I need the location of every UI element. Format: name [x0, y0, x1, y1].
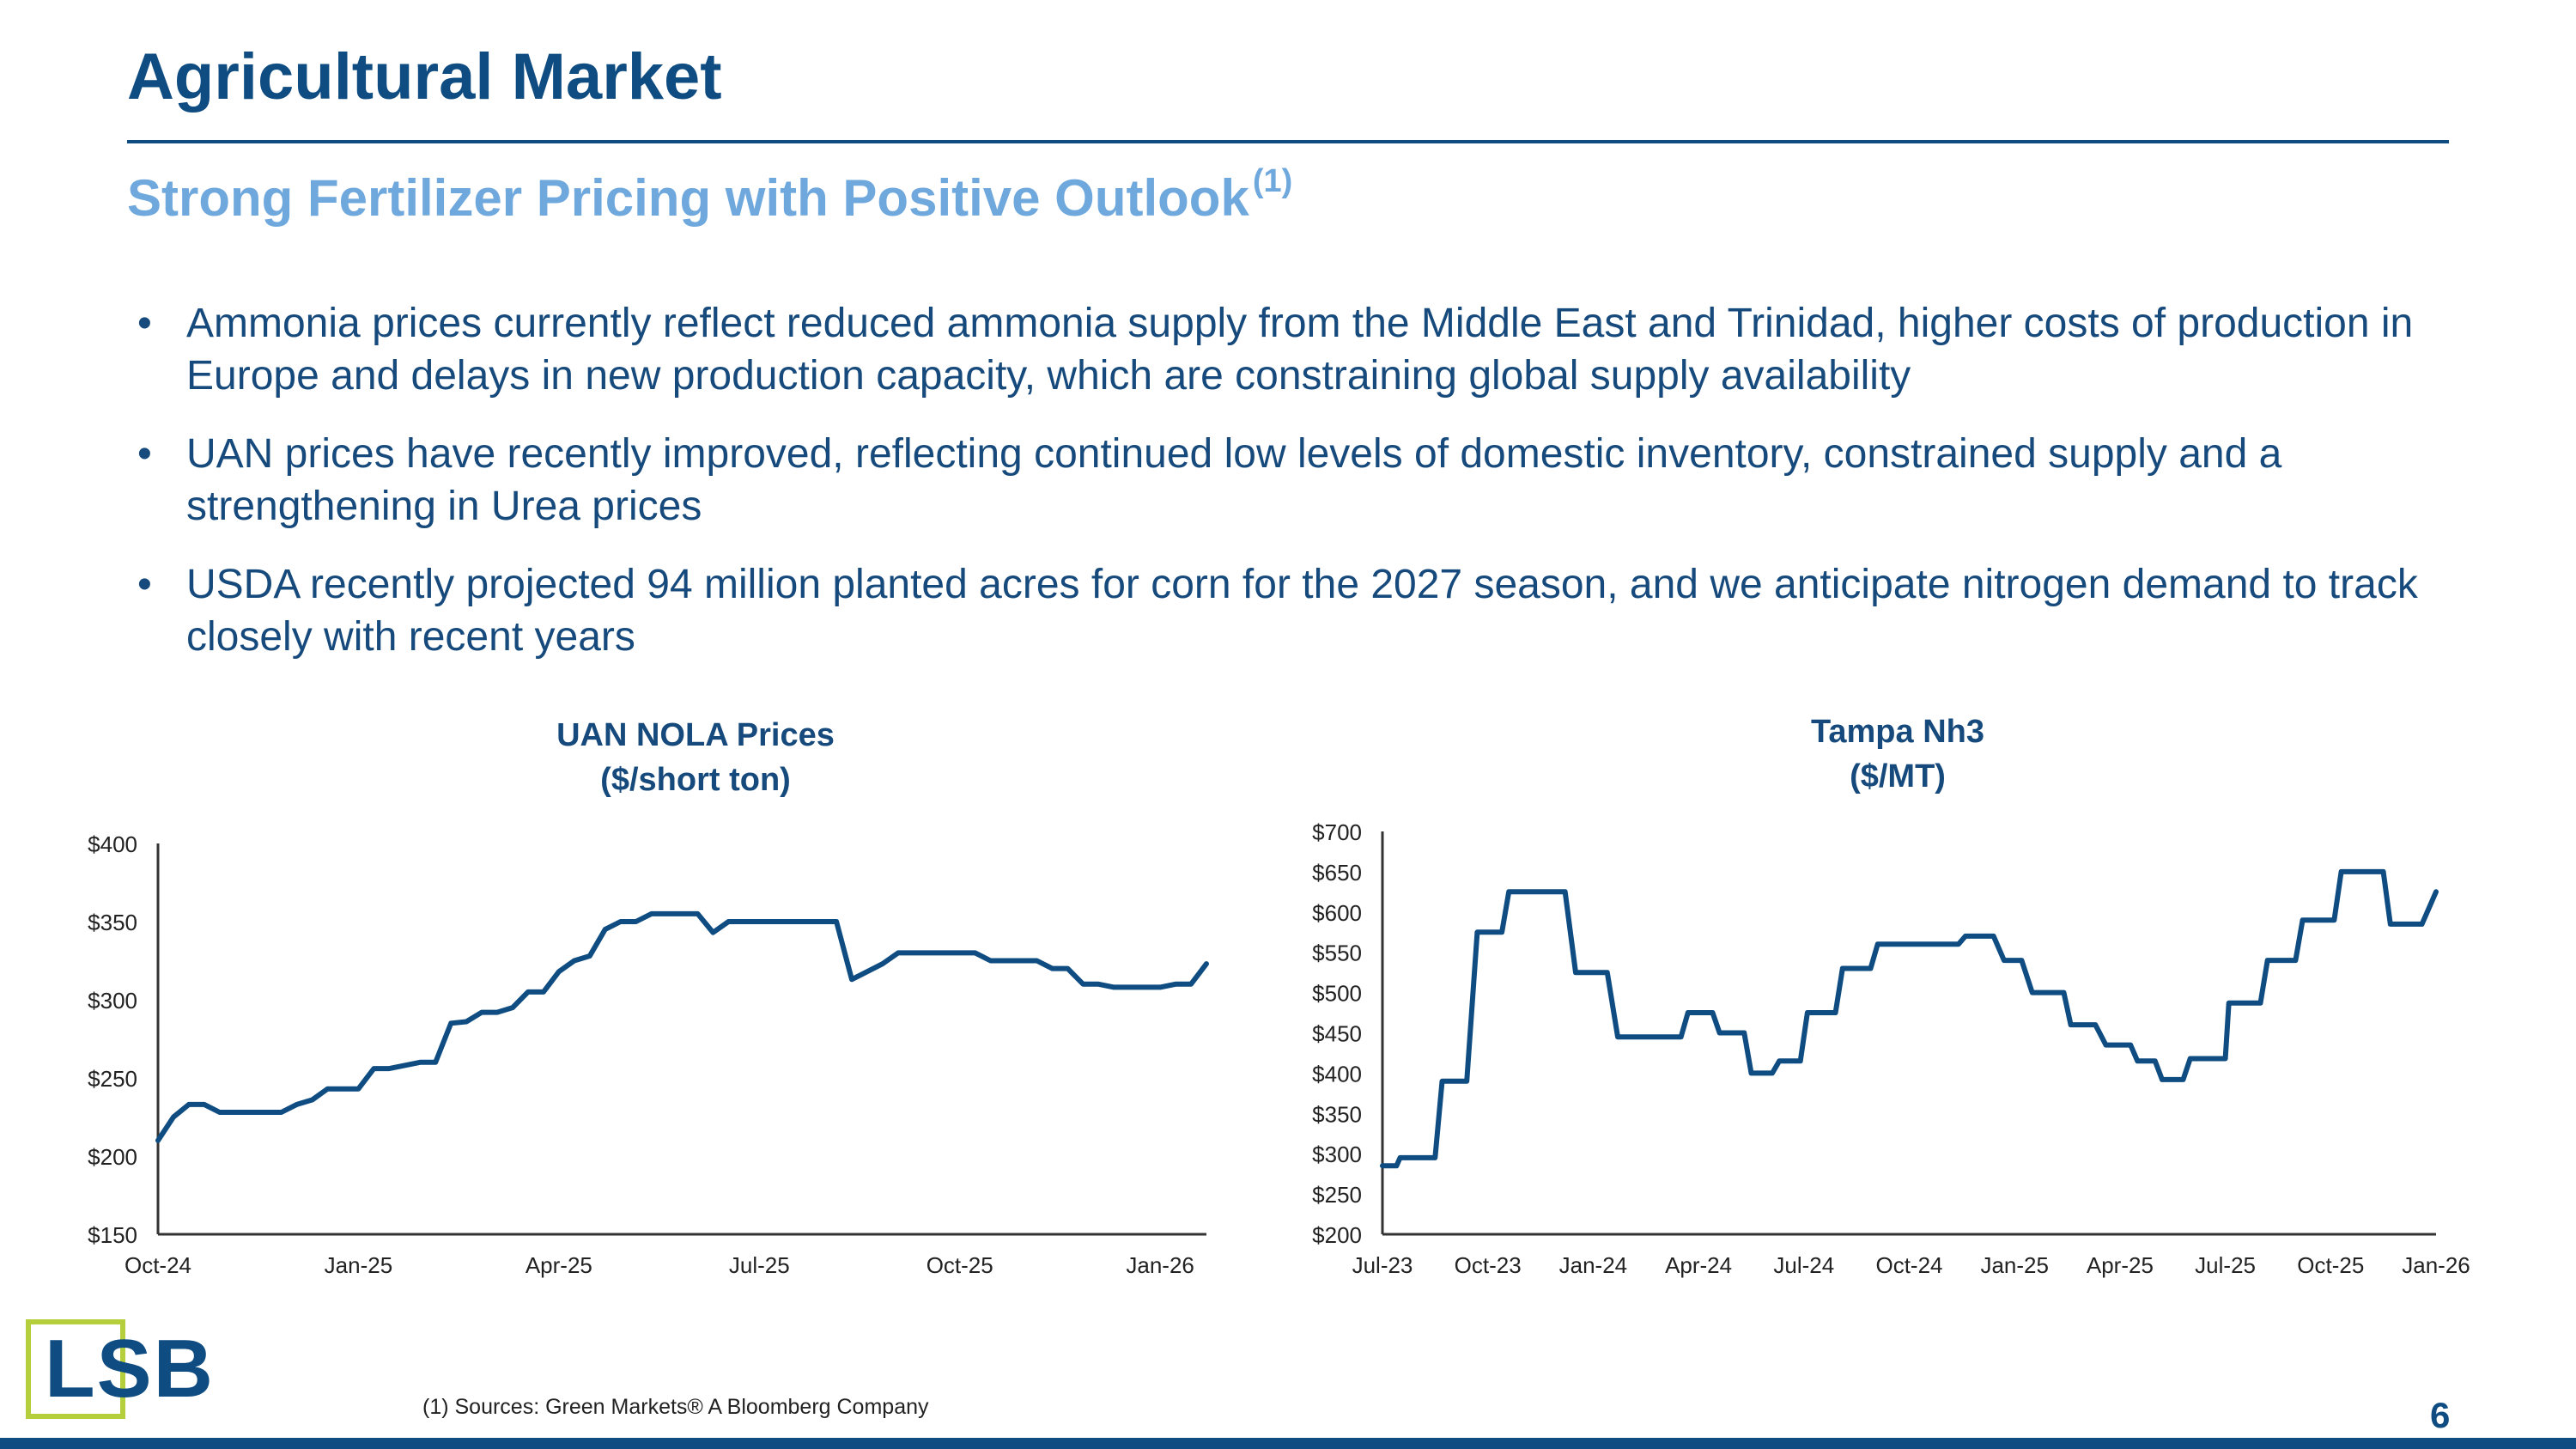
tampa-x-tick-label: Jan-26: [2402, 1252, 2470, 1278]
subtitle-footnote-marker: (1): [1252, 163, 1293, 199]
uan-x-tick-label: Jan-25: [325, 1252, 393, 1278]
uan-y-tick-label: $150: [88, 1222, 137, 1248]
tampa-y-tick-label: $450: [1312, 1021, 1362, 1047]
tampa-chart-title: Tampa Nh3 ($/MT): [1640, 709, 2155, 799]
uan-x-tick-label: Oct-25: [927, 1252, 993, 1278]
tampa-x-tick-label: Oct-25: [2297, 1252, 2364, 1278]
tampa-y-tick-label: $400: [1312, 1061, 1362, 1087]
tampa-x-tick-label: Oct-23: [1455, 1252, 1522, 1278]
tampa-chart-title-line1: Tampa Nh3: [1810, 714, 1984, 750]
tampa-x-tick-label: Jan-25: [1980, 1252, 2049, 1278]
bullet-item: UAN prices have recently improved, refle…: [137, 428, 2456, 533]
uan-series-line: [155, 910, 1209, 1143]
page-number: 6: [2430, 1395, 2451, 1435]
tampa-y-tick-label: $350: [1312, 1101, 1362, 1127]
uan-nola-chart: $150 $200 $250 $300 $350 $400 Oct-24 Jan-25 Apr-…: [88, 831, 1209, 1278]
tampa-y-tick-label: $550: [1312, 941, 1362, 966]
page-subtitle: Strong Fertilizer Pricing with Positive …: [127, 163, 1292, 228]
company-logo: LSB: [45, 1323, 215, 1415]
uan-chart-title-line2: ($/short ton): [600, 762, 791, 798]
tampa-x-tick-label: Oct-24: [1875, 1252, 1942, 1278]
tampa-x-tick-label: Jul-24: [1773, 1252, 1834, 1278]
tampa-x-tick-label: Jul-23: [1352, 1252, 1413, 1278]
uan-y-tick-label: $350: [88, 910, 137, 935]
bullet-item: USDA recently projected 94 million plant…: [137, 558, 2456, 663]
logo-frame: [26, 1319, 125, 1419]
uan-x-tick-label: Jan-26: [1126, 1252, 1194, 1278]
footer-bar: [0, 1438, 2576, 1449]
title-rule: [127, 140, 2449, 143]
uan-y-tick-label: $200: [88, 1144, 137, 1170]
tampa-y-tick-label: $500: [1312, 981, 1362, 1007]
sources-footnote: (1) Sources: Green Markets® A Bloomberg …: [422, 1395, 929, 1419]
tampa-y-tick-label: $600: [1312, 900, 1362, 926]
uan-y-tick-label: $400: [88, 831, 137, 857]
uan-chart-title-line1: UAN NOLA Prices: [556, 717, 835, 753]
tampa-y-tick-label: $250: [1312, 1182, 1362, 1208]
tampa-x-tick-label: Apr-24: [1665, 1252, 1732, 1278]
tampa-chart-title-line2: ($/MT): [1850, 758, 1946, 795]
subtitle-text: Strong Fertilizer Pricing with Positive …: [127, 169, 1249, 227]
tampa-nh3-chart: $200 $250 $300 $350 $400 $450 $500 $550 $600 $650…: [1312, 819, 2470, 1278]
tampa-x-tick-label: Apr-25: [2087, 1252, 2154, 1278]
uan-y-tick-label: $250: [88, 1066, 137, 1092]
bullet-list: Ammonia prices currently reflect reduced…: [137, 297, 2456, 689]
tampa-x-tick-label: Jan-24: [1559, 1252, 1628, 1278]
uan-x-tick-label: Jul-25: [729, 1252, 790, 1278]
tampa-series-line: [1380, 868, 2439, 1169]
uan-x-tick-label: Apr-25: [526, 1252, 592, 1278]
tampa-x-tick-label: Jul-25: [2195, 1252, 2256, 1278]
tampa-y-tick-label: $650: [1312, 860, 1362, 886]
uan-x-tick-label: Oct-24: [125, 1252, 191, 1278]
tampa-y-tick-label: $300: [1312, 1142, 1362, 1167]
uan-chart-title: UAN NOLA Prices ($/short ton): [438, 713, 953, 802]
page-title: Agricultural Market: [127, 40, 722, 113]
tampa-y-tick-label: $700: [1312, 819, 1362, 845]
tampa-y-tick-label: $200: [1312, 1222, 1362, 1248]
uan-y-tick-label: $300: [88, 988, 137, 1014]
bullet-item: Ammonia prices currently reflect reduced…: [137, 297, 2456, 402]
